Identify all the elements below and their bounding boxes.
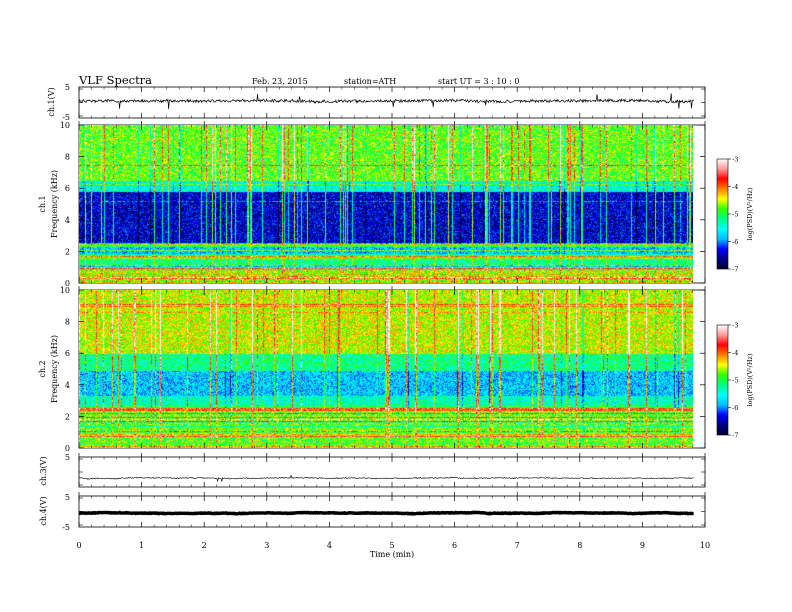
ch3-wave-ylabel: ch.3(V): [39, 456, 48, 485]
ch4-waveform-trace: [78, 510, 694, 516]
y-tick-label: 0: [65, 444, 70, 453]
y-tick-label: 10: [60, 121, 70, 130]
ch3-waveform-panel: ch.3(V) 5: [39, 453, 706, 488]
ch2-colorbar: -3 -4 -5 -6 -7 log(PSD)(V²/Hz): [716, 322, 754, 440]
ch2-spectrogram-canvas: [79, 290, 693, 448]
ch2-colorbar-label: log(PSD)(V²/Hz): [746, 353, 754, 406]
y-tick-label: 0: [65, 279, 70, 288]
ch4-wave-ytick-bottom: -5: [62, 523, 70, 532]
y-tick-label: 2: [65, 247, 70, 256]
time-axis-label: Time (min): [370, 550, 414, 559]
ch3-wave-ytick-top: 5: [65, 453, 70, 462]
x-tick-label: 3: [264, 541, 269, 550]
colorbar-tick-label: -3: [732, 322, 738, 330]
ch2-spec-ylabel-freq: Frequency (kHz): [50, 335, 59, 403]
ch1-wave-ytick-top: 5: [65, 83, 70, 92]
ch1-spectrogram-canvas: [79, 125, 693, 283]
start-time-label: start UT = 3 : 10 : 0: [438, 77, 519, 86]
x-tick-label: 10: [700, 541, 710, 550]
x-tick-label: 7: [515, 541, 520, 550]
y-tick-label: 10: [60, 286, 70, 295]
colorbar-tick-label: -4: [732, 349, 738, 357]
ch2-spectrogram-panel: ch.2 Frequency (kHz) 0 2 4 6 8 10: [38, 286, 706, 453]
colorbar-tick-label: -5: [732, 377, 738, 385]
y-tick-label: 4: [65, 381, 70, 390]
figure-title: VLF Spectra: [78, 73, 152, 87]
y-tick-label: 8: [65, 153, 70, 162]
time-axis-ticks: 0 1 2 3 4 5 6 7 8 9 10: [76, 87, 710, 550]
x-tick-label: 5: [389, 541, 394, 550]
ch2-spec-yticks: 0 2 4 6 8 10: [60, 286, 705, 453]
colorbar-tick-label: -4: [732, 183, 738, 191]
ch1-spectrogram-image: [79, 125, 693, 283]
x-tick-label: 6: [452, 541, 457, 550]
ch1-colorbar-frame: [716, 158, 729, 270]
y-tick-label: 2: [65, 412, 70, 421]
ch3-waveform-trace: [78, 474, 694, 482]
y-tick-label: 4: [65, 216, 70, 225]
ch1-spectrogram-panel: ch.1 Frequency (kHz) 0 2 4 6 8 10: [38, 121, 706, 288]
ch1-waveform-panel: ch.1(V) 5 -5: [47, 83, 706, 122]
ch4-wave-ytick-top: 5: [65, 493, 70, 502]
ch1-spec-ylabel-freq: Frequency (kHz): [50, 170, 59, 238]
ch1-colorbar-ticks: -3 -4 -5 -6 -7: [728, 156, 738, 274]
x-tick-label: 9: [640, 541, 645, 550]
x-tick-label: 4: [327, 541, 332, 550]
ch4-wave-ylabel: ch.4(V): [39, 496, 48, 525]
x-tick-label: 8: [577, 541, 582, 550]
ch1-wave-ylabel: ch.1(V): [47, 87, 56, 116]
colorbar-tick-label: -7: [732, 266, 738, 274]
date-label: Feb. 23, 2015: [252, 77, 308, 86]
colorbar-tick-label: -3: [732, 156, 738, 164]
y-tick-label: 8: [65, 318, 70, 327]
x-tick-label: 0: [76, 541, 81, 550]
ch1-colorbar: -3 -4 -5 -6 -7 log(PSD)(V²/Hz): [716, 156, 754, 274]
station-label: station=ATH: [344, 77, 396, 86]
colorbar-tick-label: -6: [732, 404, 738, 412]
colorbar-tick-label: -5: [732, 211, 738, 219]
ch1-waveform-trace: [78, 93, 694, 109]
ch2-spectrogram-image: [79, 290, 693, 448]
ch2-colorbar-ticks: -3 -4 -5 -6 -7: [728, 322, 738, 440]
ch1-colorbar-label: log(PSD)(V²/Hz): [746, 187, 754, 240]
ch2-spec-ylabel-channel: ch.2: [38, 360, 47, 377]
ch2-colorbar-frame: [716, 324, 729, 436]
x-tick-label: 2: [202, 541, 207, 550]
ch4-waveform-panel: ch.4(V) 5 -5: [39, 493, 706, 532]
ch1-spec-ylabel-channel: ch.1: [38, 195, 47, 212]
x-tick-label: 1: [139, 541, 144, 550]
y-tick-label: 6: [65, 349, 70, 358]
y-tick-label: 6: [65, 184, 70, 193]
colorbar-tick-label: -6: [732, 238, 738, 246]
ch1-spec-yticks: 0 2 4 6 8 10: [60, 121, 705, 288]
ch1-wave-ytick-bottom: -5: [62, 113, 70, 122]
colorbar-tick-label: -7: [732, 432, 738, 440]
